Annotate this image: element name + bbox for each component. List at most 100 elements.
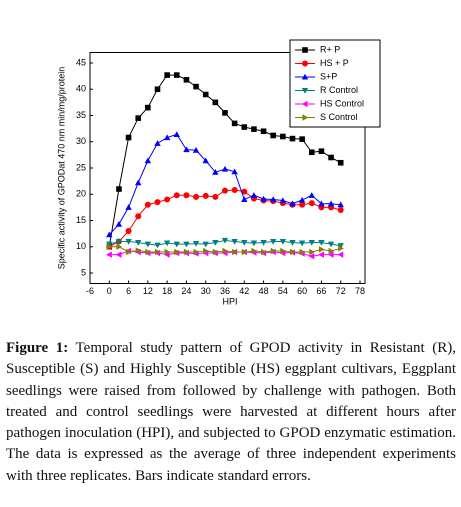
marker <box>241 196 248 203</box>
marker <box>222 110 228 116</box>
marker <box>202 157 209 164</box>
marker <box>241 124 248 130</box>
x-tick-label: 78 <box>355 286 365 296</box>
marker <box>309 248 315 256</box>
marker <box>231 187 238 194</box>
marker <box>183 248 190 256</box>
marker <box>270 196 277 203</box>
marker <box>126 248 132 256</box>
legend-marker <box>301 100 308 108</box>
marker <box>260 239 267 246</box>
x-axis-label: HPI <box>222 296 237 306</box>
x-tick-label: 42 <box>239 286 249 296</box>
y-tick-label: 25 <box>76 162 86 172</box>
marker <box>202 192 209 199</box>
marker <box>261 248 267 256</box>
marker <box>106 241 113 248</box>
x-tick-label: 30 <box>201 286 211 296</box>
marker <box>241 248 248 256</box>
marker <box>163 134 171 141</box>
marker <box>251 247 258 255</box>
marker <box>135 213 142 220</box>
marker <box>221 237 229 244</box>
caption-label: Figure 1: <box>6 340 69 356</box>
marker <box>241 188 248 195</box>
legend-marker <box>302 47 308 53</box>
marker <box>308 239 315 246</box>
marker <box>338 245 344 252</box>
marker <box>192 146 200 153</box>
marker <box>145 104 151 111</box>
marker <box>135 247 142 254</box>
x-tick-label: 6 <box>126 286 131 296</box>
marker <box>135 179 142 186</box>
marker <box>337 251 344 258</box>
marker <box>154 199 161 206</box>
marker <box>115 251 122 258</box>
y-tick-label: 40 <box>76 84 86 94</box>
marker <box>327 251 334 258</box>
marker <box>280 247 287 255</box>
legend-marker <box>301 87 309 94</box>
marker <box>174 248 180 256</box>
y-tick-label: 45 <box>76 57 86 67</box>
marker <box>212 99 219 106</box>
marker <box>279 238 287 245</box>
marker <box>106 251 112 258</box>
marker <box>144 201 151 208</box>
marker <box>115 238 123 245</box>
marker <box>135 115 142 121</box>
marker <box>125 134 132 141</box>
marker <box>289 135 296 142</box>
marker <box>116 243 123 250</box>
legend-marker <box>301 73 309 80</box>
marker <box>202 91 209 98</box>
marker <box>164 196 171 203</box>
y-tick-label: 30 <box>76 136 86 146</box>
y-tick-label: 15 <box>76 215 86 225</box>
x-tick-label: 54 <box>278 286 288 296</box>
marker <box>308 253 315 260</box>
marker <box>289 239 296 246</box>
x-tick-label: 24 <box>181 286 191 296</box>
marker <box>251 126 257 132</box>
x-tick-label: 36 <box>220 286 230 296</box>
chart: HPI Specific activity of GPODat 470 nm m… <box>56 39 381 306</box>
y-tick-label: 20 <box>76 189 86 199</box>
legend-marker <box>302 114 309 121</box>
marker <box>241 239 248 246</box>
marker <box>270 238 277 245</box>
marker <box>270 247 277 255</box>
marker <box>250 192 258 198</box>
marker <box>327 241 335 248</box>
x-tick-label: 60 <box>297 286 307 296</box>
legend-box <box>289 39 381 128</box>
legend-label: HS Control <box>320 98 364 108</box>
marker <box>164 72 170 78</box>
marker <box>260 128 267 135</box>
marker <box>154 248 161 256</box>
marker <box>106 231 113 238</box>
marker <box>125 238 132 245</box>
marker <box>318 200 325 207</box>
marker <box>337 201 344 208</box>
marker <box>289 248 296 256</box>
y-axis-label: Specific activity of GPODat 470 nm min/m… <box>56 67 66 270</box>
marker <box>116 186 122 192</box>
marker <box>337 207 344 213</box>
marker <box>318 148 325 154</box>
marker <box>318 246 325 253</box>
x-tick-label: 72 <box>336 286 346 296</box>
marker <box>328 247 335 255</box>
marker <box>250 240 258 247</box>
marker <box>289 200 296 207</box>
legend-label: S Control <box>320 112 358 122</box>
marker <box>337 159 344 166</box>
marker <box>318 251 324 258</box>
marker <box>193 83 199 90</box>
marker <box>270 132 277 139</box>
marker <box>193 193 200 200</box>
y-tick-label: 35 <box>76 110 86 120</box>
marker <box>173 192 180 199</box>
